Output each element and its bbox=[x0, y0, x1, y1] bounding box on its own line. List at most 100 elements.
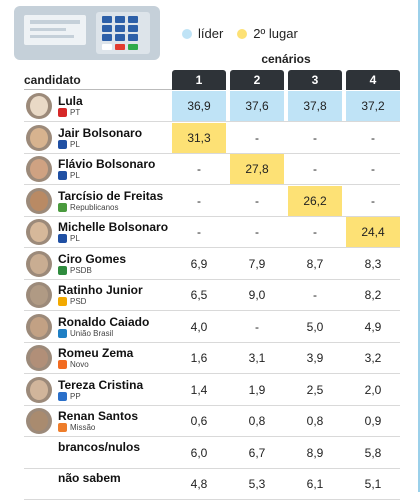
pl-logo-icon bbox=[58, 234, 67, 243]
party-label: PL bbox=[70, 171, 80, 180]
value-cell: 3,1 bbox=[248, 351, 266, 365]
table-row: Lula PT 36,9 37,6 37,8 37,2 bbox=[24, 91, 400, 122]
psdb-logo-icon bbox=[58, 265, 67, 275]
value-cell: 6,0 bbox=[190, 445, 208, 460]
candidate-party: União Brasil bbox=[58, 328, 114, 338]
value-cell: 3,9 bbox=[306, 351, 324, 365]
value-cell: 31,3 bbox=[172, 122, 226, 153]
value-cell: 0,6 bbox=[190, 414, 208, 428]
candidate-party: Missão bbox=[58, 423, 95, 432]
value-cell: 5,8 bbox=[364, 445, 382, 460]
candidate-photo bbox=[26, 313, 52, 340]
row-divider bbox=[24, 121, 400, 122]
table-row: Renan Santos Missão 0,6 0,8 0,8 0,9 bbox=[24, 406, 400, 437]
candidate-photo bbox=[26, 250, 52, 277]
value-cell: 37,8 bbox=[288, 91, 342, 121]
value-cell: 27,8 bbox=[230, 154, 284, 184]
value-cell: - bbox=[197, 225, 201, 239]
table-row: Ronaldo Caiado União Brasil 4,0 - 5,0 4,9 bbox=[24, 312, 400, 343]
candidate-party: PL bbox=[58, 234, 80, 243]
value-cell: 3,2 bbox=[364, 351, 382, 365]
table-row: não sabem 4,8 5,3 6,1 5,1 bbox=[24, 469, 400, 500]
pl-logo-icon bbox=[58, 171, 67, 180]
row-divider bbox=[24, 278, 400, 280]
party-label: PSDB bbox=[70, 265, 92, 275]
candidate-party: PL bbox=[58, 171, 80, 180]
value-cell: - bbox=[255, 130, 259, 145]
candidate-photo bbox=[26, 219, 52, 245]
candidate-photo bbox=[26, 345, 52, 371]
table-row: Jair Bolsonaro PL 31,3 - - - bbox=[24, 122, 400, 154]
value-cell: - bbox=[255, 225, 259, 239]
table-row: Tereza Cristina PP 1,4 1,9 2,5 2,0 bbox=[24, 375, 400, 406]
value-cell: 0,8 bbox=[248, 414, 266, 428]
value-cell: 8,2 bbox=[364, 288, 382, 302]
value-cell: - bbox=[313, 162, 317, 176]
table-row: Flávio Bolsonaro PL - 27,8 - - bbox=[24, 154, 400, 185]
legend-second: 2º lugar bbox=[237, 26, 298, 41]
value-cell: 8,3 bbox=[364, 256, 382, 271]
row-label: brancos/nulos bbox=[58, 439, 141, 454]
scenario-header-1: 1 bbox=[172, 70, 226, 90]
missao-logo-icon bbox=[58, 423, 67, 432]
party-label: União Brasil bbox=[70, 328, 114, 338]
value-cell: 24,4 bbox=[346, 217, 400, 247]
scenario-header-4: 4 bbox=[346, 70, 400, 90]
value-cell: 0,8 bbox=[306, 414, 324, 428]
value-cell: - bbox=[255, 193, 259, 208]
party-label: PSD bbox=[70, 297, 87, 306]
value-cell: - bbox=[371, 130, 375, 145]
value-cell: 1,6 bbox=[190, 351, 208, 365]
row-divider bbox=[24, 310, 400, 311]
party-label: PL bbox=[70, 234, 80, 243]
legend-leader-label: líder bbox=[198, 26, 224, 41]
scenarios-label: cenários bbox=[261, 52, 311, 66]
candidate-name: Ronaldo Caiado bbox=[58, 314, 150, 329]
table-row: Michelle Bolsonaro PL - - - 24,4 bbox=[24, 217, 400, 248]
psd-logo-icon bbox=[58, 297, 67, 306]
candidate-photo bbox=[26, 376, 52, 403]
legend-leader: líder bbox=[182, 26, 223, 41]
candidate-party: Novo bbox=[58, 360, 89, 369]
table-row: Ciro Gomes PSDB 6,9 7,9 8,7 8,3 bbox=[24, 249, 400, 280]
value-cell: 6,7 bbox=[248, 445, 266, 460]
table-row: Tarcísio de Freitas Republicanos - - 26,2 - bbox=[24, 185, 400, 217]
pp-logo-icon bbox=[58, 391, 67, 401]
value-cell: 5,0 bbox=[306, 319, 324, 334]
candidate-name: Renan Santos bbox=[58, 409, 139, 423]
row-divider bbox=[24, 467, 400, 469]
value-cell: 8,7 bbox=[306, 256, 324, 271]
uniao-brasil-logo-icon bbox=[58, 328, 67, 338]
right-edge-strip bbox=[418, 0, 420, 492]
legend-leader-swatch bbox=[182, 28, 192, 39]
row-divider bbox=[24, 436, 400, 437]
party-label: PT bbox=[70, 108, 81, 117]
value-cell: - bbox=[255, 319, 259, 334]
candidate-name: Michelle Bolsonaro bbox=[58, 220, 169, 234]
value-cell: 4,9 bbox=[364, 319, 382, 334]
pl-logo-icon bbox=[58, 139, 67, 149]
value-cell: 6,1 bbox=[306, 477, 324, 491]
candidate-name: Lula bbox=[58, 94, 83, 108]
legend-second-label: 2º lugar bbox=[253, 26, 298, 41]
candidate-name: Tereza Cristina bbox=[58, 377, 144, 392]
value-cell: 37,6 bbox=[230, 91, 284, 121]
value-cell: - bbox=[197, 193, 201, 208]
value-cell: - bbox=[313, 288, 317, 302]
party-label: Missão bbox=[70, 423, 96, 432]
table-row: Romeu Zema Novo 1,6 3,1 3,9 3,2 bbox=[24, 343, 400, 374]
legend-second-swatch bbox=[237, 28, 248, 39]
row-divider bbox=[24, 215, 400, 217]
voting-machine-icon bbox=[14, 6, 160, 60]
value-cell: 4,0 bbox=[190, 319, 208, 334]
value-cell: 4,8 bbox=[190, 477, 208, 491]
candidate-column-label: candidato bbox=[24, 73, 81, 87]
row-label: não sabem bbox=[58, 471, 121, 485]
pt-star-icon bbox=[58, 108, 67, 117]
candidate-name: Flávio Bolsonaro bbox=[58, 157, 156, 171]
value-cell: 1,9 bbox=[248, 382, 266, 397]
candidate-photo bbox=[26, 93, 52, 119]
candidate-party: PSDB bbox=[58, 265, 92, 275]
value-cell: 1,4 bbox=[190, 382, 208, 397]
